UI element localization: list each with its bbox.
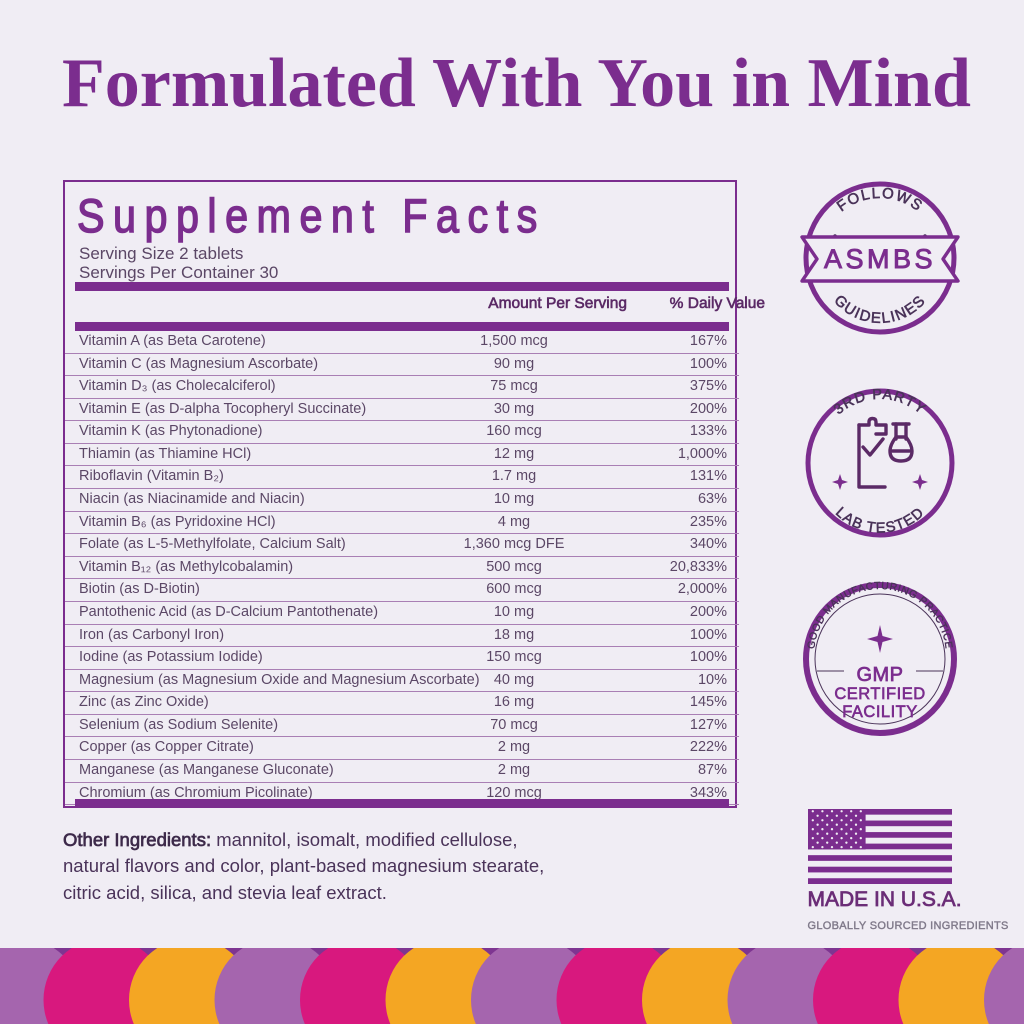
svg-text:ASMBS: ASMBS bbox=[823, 244, 936, 274]
svg-text:CERTIFIED: CERTIFIED bbox=[834, 685, 925, 703]
svg-text:FACILITY: FACILITY bbox=[842, 703, 918, 721]
svg-text:LAB TESTED: LAB TESTED bbox=[832, 504, 928, 536]
svg-text:GMP: GMP bbox=[856, 664, 903, 686]
svg-text:3RD PARTY: 3RD PARTY bbox=[831, 387, 929, 418]
